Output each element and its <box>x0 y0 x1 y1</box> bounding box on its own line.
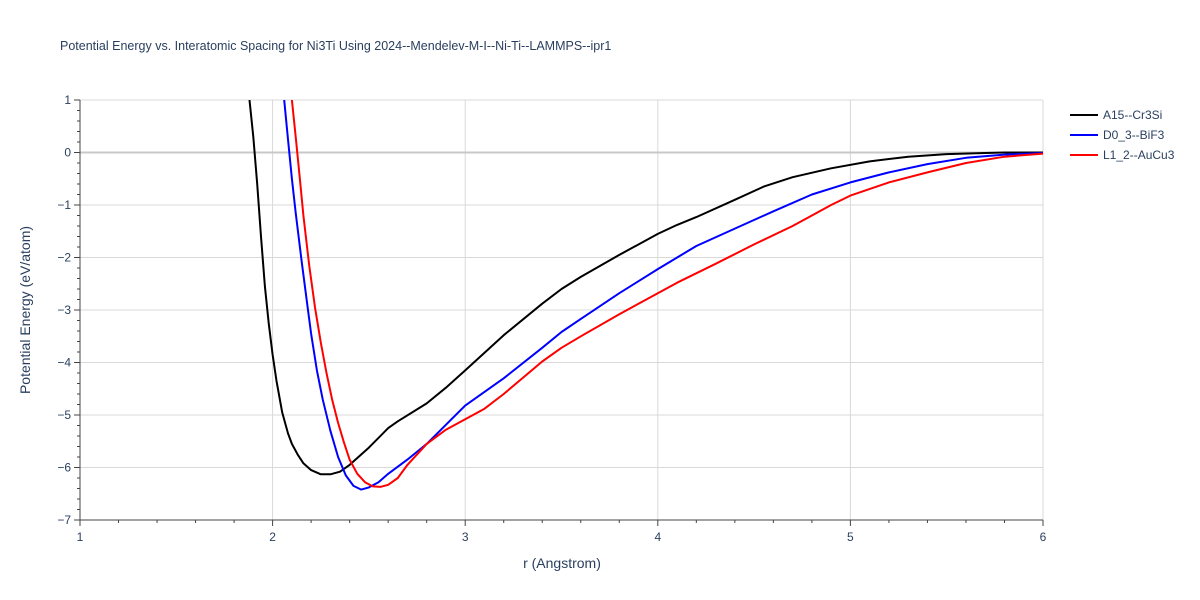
x-tick-label: 6 <box>1040 530 1047 544</box>
x-tick-label: 5 <box>847 530 854 544</box>
chart-title: Potential Energy vs. Interatomic Spacing… <box>60 39 611 53</box>
grid-layer <box>80 99 1044 520</box>
series-line-a15-cr3si <box>248 100 1043 476</box>
y-tick-label: −5 <box>57 408 71 422</box>
y-tick-label: −1 <box>57 198 71 212</box>
x-tick-label: 4 <box>654 530 661 544</box>
y-tick-label: −6 <box>57 461 71 475</box>
legend-label-d0-3-bif3: D0_3--BiF3 <box>1103 128 1165 142</box>
y-tick-label: −2 <box>57 251 71 265</box>
series-line-l1-2-aucu3 <box>290 100 1043 488</box>
x-axis-label: r (Angstrom) <box>523 555 601 571</box>
axes: 1 2 3 4 5 6 1 0 −1 −2 −3 −4 −5 −6 −7 <box>57 93 1046 544</box>
y-tick-label: 1 <box>64 93 71 107</box>
y-tick-label: −3 <box>57 303 71 317</box>
y-tick-label: 0 <box>64 146 71 160</box>
x-tick-label: 3 <box>462 530 469 544</box>
legend-label-l1-2-aucu3: L1_2--AuCu3 <box>1103 148 1175 162</box>
y-tick-label: −7 <box>57 513 71 527</box>
legend: A15--Cr3Si D0_3--BiF3 L1_2--AuCu3 <box>1070 108 1175 162</box>
y-axis-label: Potential Energy (eV/atom) <box>17 226 33 394</box>
y-tick-label: −4 <box>57 356 71 370</box>
series-layer <box>248 100 1043 491</box>
x-tick-label: 2 <box>269 530 276 544</box>
legend-label-a15-cr3si: A15--Cr3Si <box>1103 108 1162 122</box>
series-line-d0-3-bif3 <box>283 100 1043 491</box>
x-tick-label: 1 <box>77 530 84 544</box>
